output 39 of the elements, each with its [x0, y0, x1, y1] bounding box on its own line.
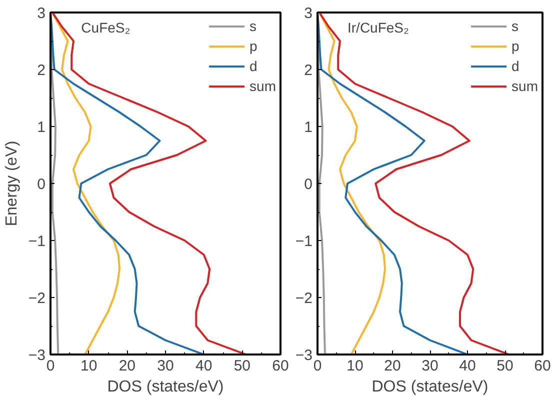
y-tick-label: −2 — [295, 290, 313, 307]
x-axis-title: DOS (states/eV) — [107, 378, 224, 396]
x-tick-label: 30 — [422, 358, 438, 374]
x-tick-label: 20 — [118, 358, 136, 374]
x-tick-label: 30 — [157, 358, 174, 374]
y-tick-label: −3 — [28, 347, 46, 364]
x-tick-label: 60 — [534, 358, 551, 374]
y-tick-label: 1 — [37, 119, 46, 136]
annotation: CuFeS₂ — [81, 19, 130, 36]
x-axis-title: DOS (states/eV) — [372, 378, 488, 396]
y-tick-label: 0 — [304, 176, 312, 193]
legend-label: s — [512, 18, 520, 34]
annotation: Ir/CuFeS₂ — [348, 19, 409, 36]
legend-label: d — [250, 58, 258, 74]
x-tick-label: 60 — [272, 358, 289, 374]
y-tick-label: 0 — [37, 176, 46, 193]
x-tick-label: 10 — [346, 358, 364, 374]
y-tick-label: −1 — [295, 233, 313, 250]
y-tick-label: 2 — [37, 62, 46, 79]
legend-label: p — [512, 38, 520, 54]
y-tick-label: −1 — [28, 233, 46, 250]
legend-label: d — [512, 58, 520, 74]
x-tick-label: 10 — [80, 358, 98, 374]
y-tick-label: 2 — [304, 62, 312, 79]
legend-label: sum — [250, 78, 276, 94]
legend-label: s — [250, 18, 258, 34]
x-tick-label: 40 — [459, 358, 476, 374]
x-tick-label: 40 — [195, 358, 212, 374]
y-tick-label: −2 — [28, 290, 46, 307]
legend-label: sum — [512, 78, 538, 94]
y-tick-label: 1 — [304, 119, 312, 136]
y-tick-label: 3 — [304, 5, 312, 22]
x-tick-label: 50 — [496, 358, 514, 374]
y-tick-label: −3 — [295, 347, 313, 364]
y-axis-title: Energy (eV) — [3, 140, 20, 226]
legend-label: p — [250, 38, 258, 54]
x-tick-label: 20 — [384, 358, 401, 374]
y-tick-label: 3 — [37, 5, 46, 22]
x-tick-label: 50 — [234, 358, 251, 374]
